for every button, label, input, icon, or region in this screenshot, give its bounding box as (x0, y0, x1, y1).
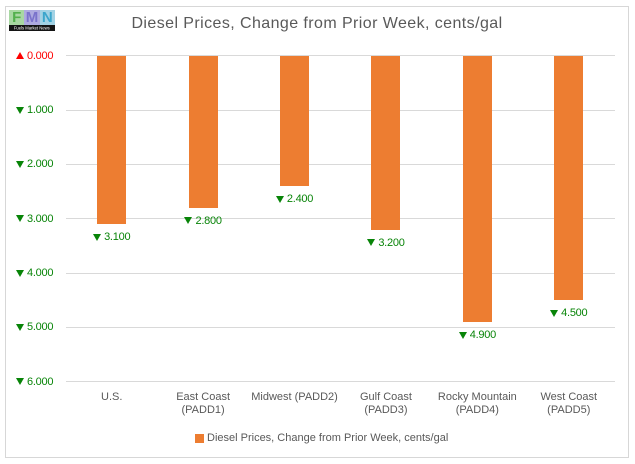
gridline-2.000 (66, 163, 615, 165)
y-tick-text: 5.000 (27, 321, 54, 334)
down-triangle-icon (16, 106, 24, 114)
logo-tile-f: F (9, 10, 25, 25)
y-tick-6.000: 6.000 (16, 375, 54, 389)
gridline-6.000 (66, 381, 615, 383)
category-label-line: (PADD3) (364, 404, 408, 416)
data-label-U.S.: 3.100 (72, 230, 152, 244)
logo-tile-n: N (39, 10, 55, 25)
down-triangle-icon (16, 378, 24, 386)
down-triangle-icon (16, 323, 24, 331)
gridline-5.000 (66, 326, 615, 328)
data-label-text: 3.200 (378, 236, 405, 249)
data-label-text: 4.500 (561, 307, 588, 320)
gridline-0.000 (66, 55, 615, 57)
category-label-line: (PADD4) (455, 404, 499, 416)
down-triangle-icon (367, 239, 376, 247)
y-tick-2.000: 2.000 (16, 157, 54, 171)
y-tick-1.000: 1.000 (16, 103, 54, 117)
y-tick-text: 1.000 (27, 104, 54, 117)
category-label-line: (PADD1) (181, 404, 225, 416)
logo-caption-strip: Fuels Market News (9, 25, 55, 31)
data-label-text: 3.100 (104, 231, 131, 244)
down-triangle-icon (16, 160, 24, 168)
logo-tile-m: M (24, 9, 40, 26)
gridline-1.000 (66, 109, 615, 111)
category-label-Rocky Mountain (PADD4): Rocky Mountain (PADD4) (432, 391, 523, 417)
legend: Diesel Prices, Change from Prior Week, c… (195, 431, 448, 445)
y-tick-text: 3.000 (27, 212, 54, 225)
bar-U.S. (97, 56, 127, 225)
data-label-Midwest (PADD2): 2.400 (255, 192, 335, 206)
category-label-Midwest (PADD2): Midwest (PADD2) (249, 391, 340, 404)
gridline-4.000 (66, 272, 615, 274)
down-triangle-icon (458, 331, 467, 339)
category-label-Gulf Coast (PADD3): Gulf Coast (PADD3) (340, 391, 431, 417)
category-label-line: U.S. (101, 391, 123, 403)
down-triangle-icon (16, 269, 24, 277)
y-tick-0.000: 0.000 (16, 49, 54, 63)
category-label-line: Midwest (PADD2) (251, 391, 338, 403)
bar-West Coast (PADD5) (554, 56, 584, 301)
data-label-West Coast (PADD5): 4.500 (529, 306, 609, 320)
down-triangle-icon (93, 233, 102, 241)
category-label-West Coast (PADD5): West Coast (PADD5) (523, 391, 614, 417)
gridline-3.000 (66, 218, 615, 220)
down-triangle-icon (16, 215, 24, 223)
legend-label: Diesel Prices, Change from Prior Week, c… (207, 432, 449, 444)
down-triangle-icon (184, 217, 193, 225)
data-label-Gulf Coast (PADD3): 3.200 (346, 236, 426, 250)
chart-title: Diesel Prices, Change from Prior Week, c… (131, 15, 503, 32)
y-tick-text: 6.000 (27, 375, 54, 388)
category-label-line: West Coast (540, 391, 598, 403)
category-label-line: (PADD5) (547, 404, 591, 416)
category-label-line: Rocky Mountain (437, 391, 517, 403)
data-label-text: 2.800 (195, 214, 222, 227)
y-tick-text: 2.000 (27, 158, 54, 171)
category-label-East Coast (PADD1): East Coast (PADD1) (157, 391, 248, 417)
bar-Midwest (PADD2) (280, 56, 310, 187)
y-tick-5.000: 5.000 (16, 320, 54, 334)
category-label-line: East Coast (176, 391, 231, 403)
up-triangle-icon (16, 52, 24, 60)
category-label-line: Gulf Coast (359, 391, 412, 403)
y-tick-text: 0.000 (27, 49, 54, 62)
bar-East Coast (PADD1) (188, 56, 218, 208)
data-label-text: 2.400 (286, 193, 314, 206)
legend-swatch (195, 433, 204, 443)
logo-caption: Fuels Market News (14, 25, 50, 31)
down-triangle-icon (550, 309, 559, 317)
data-label-East Coast (PADD1): 2.800 (163, 214, 243, 228)
y-tick-3.000: 3.000 (16, 212, 54, 226)
bar-Gulf Coast (PADD3) (371, 56, 401, 230)
data-label-Rocky Mountain (PADD4): 4.900 (437, 328, 517, 342)
down-triangle-icon (275, 195, 284, 203)
bar-Rocky Mountain (PADD4) (462, 56, 492, 322)
y-tick-4.000: 4.000 (16, 266, 54, 280)
category-label-U.S.: U.S. (66, 391, 157, 404)
data-label-text: 4.900 (469, 329, 497, 342)
y-tick-text: 4.000 (27, 267, 54, 280)
